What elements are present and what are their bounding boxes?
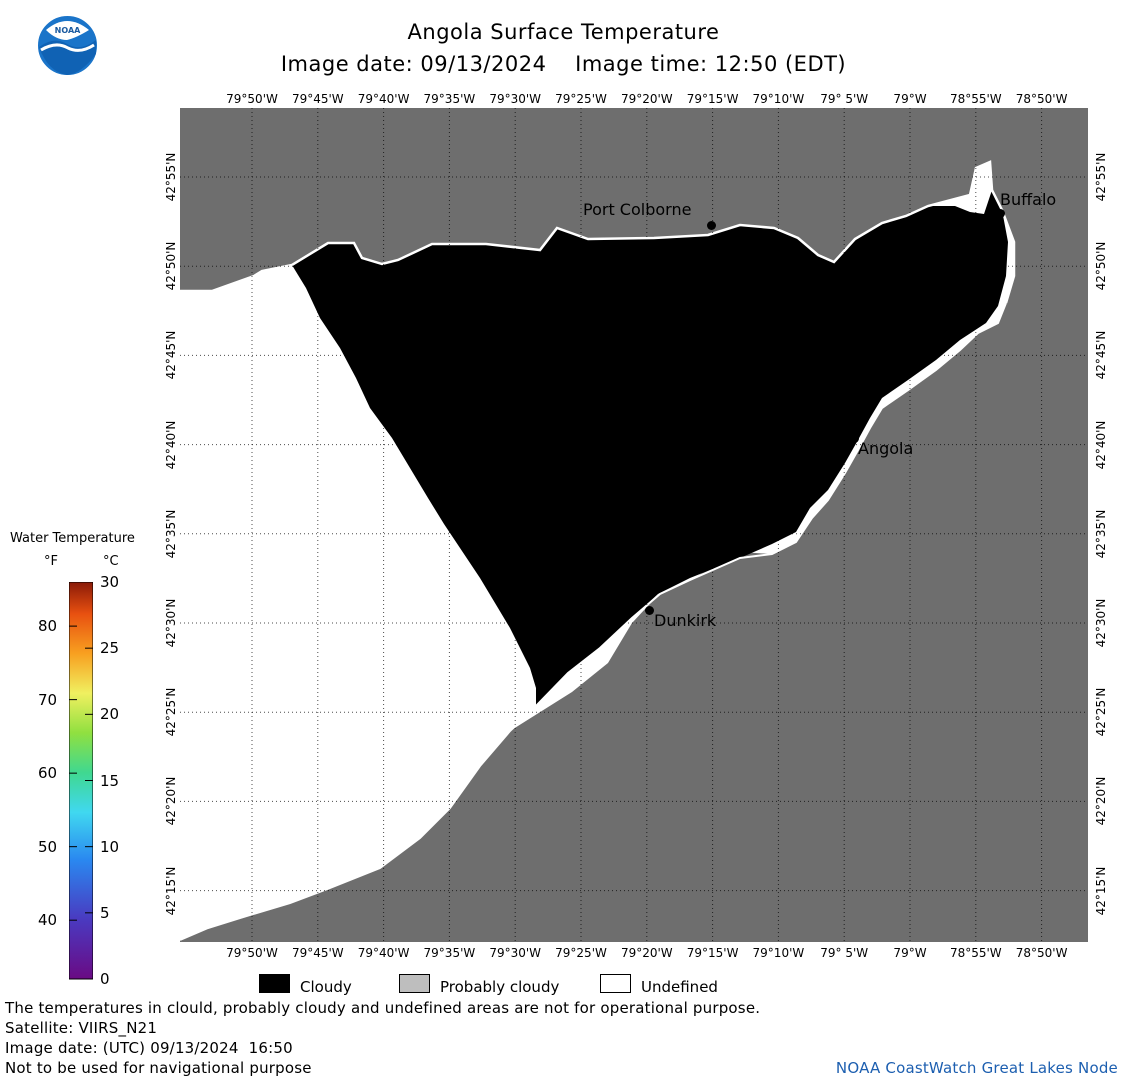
lat-label-right: 42°55'N: [1094, 152, 1108, 202]
coastline: [180, 160, 1016, 304]
legend-label-cloudy: Cloudy: [300, 978, 352, 996]
colorbar-c-label: 15: [100, 771, 120, 790]
lat-label-left: 42°25'N: [164, 687, 178, 737]
city-marker-angola: [850, 434, 859, 443]
footer-disclaimer: The temperatures in clould, probably clo…: [5, 999, 761, 1017]
lon-label-top: 79°45'W: [291, 92, 344, 106]
footer-nav-warning: Not to be used for navigational purpose: [5, 1059, 312, 1077]
lon-label-bottom: 79°45'W: [291, 946, 344, 960]
colorbar-f-label: 70: [38, 690, 58, 709]
legend-label-probably-cloudy: Probably cloudy: [440, 978, 560, 996]
city-marker-buffalo: [996, 209, 1005, 218]
lat-label-left: 42°30'N: [164, 598, 178, 648]
lat-label-right: 42°40'N: [1094, 420, 1108, 470]
image-datetime: Image date: 09/13/2024 Image time: 12:50…: [280, 52, 847, 76]
city-marker-dunkirk: [645, 606, 654, 615]
legend-swatch-undefined: [600, 974, 631, 993]
map-title: Angola Surface Temperature: [407, 20, 720, 44]
lon-label-top: 78°55'W: [949, 92, 1002, 106]
lon-label-bottom: 79° 5'W: [820, 946, 869, 960]
colorbar-c-label: 10: [100, 837, 120, 856]
lon-label-top: 78°50'W: [1015, 92, 1068, 106]
legend-label-undefined: Undefined: [641, 978, 718, 996]
colorbar-f-label: 40: [38, 911, 58, 930]
cloudy-region: [292, 190, 1008, 706]
lon-label-top: 79°40'W: [357, 92, 410, 106]
colorbar-c-label: 5: [100, 903, 110, 922]
lat-label-left: 42°55'N: [164, 152, 178, 202]
city-label-dunkirk: Dunkirk: [654, 611, 717, 630]
lat-label-right: 42°15'N: [1094, 866, 1108, 916]
legend-swatch-cloudy: [259, 974, 290, 993]
city-label-buffalo: Buffalo: [1000, 190, 1057, 209]
lon-label-bottom: 79°35'W: [423, 946, 476, 960]
lat-label-left: 42°50'N: [164, 241, 178, 291]
lon-label-top: 79°20'W: [620, 92, 673, 106]
lat-label-left: 42°20'N: [164, 776, 178, 826]
colorbar-c-unit: °C: [103, 554, 119, 569]
city-marker-port-colborne: [707, 221, 716, 230]
lon-label-bottom: 79°50'W: [226, 946, 278, 960]
lon-label-bottom: 79°30'W: [489, 946, 542, 960]
lon-label-top: 79°W: [893, 92, 927, 106]
colorbar-c-label: 0: [100, 970, 110, 988]
lat-label-right: 42°45'N: [1094, 330, 1108, 380]
graticule: [180, 108, 1088, 942]
colorbar-c-label: 25: [100, 639, 120, 658]
lat-label-right: 42°25'N: [1094, 687, 1108, 737]
lon-label-bottom: 78°55'W: [949, 946, 1002, 960]
lon-label-bottom: 79°20'W: [620, 946, 673, 960]
lon-label-bottom: 78°50'W: [1015, 946, 1068, 960]
south-shore: [180, 302, 1007, 941]
colorbar-f-unit: °F: [44, 554, 58, 569]
lat-label-right: 42°30'N: [1094, 598, 1108, 648]
lon-label-top: 79°10'W: [752, 92, 805, 106]
lat-label-left: 42°35'N: [164, 509, 178, 559]
lon-label-top: 79°35'W: [423, 92, 476, 106]
lon-label-bottom: 79°10'W: [752, 946, 805, 960]
legend-swatch-probably-cloudy: [399, 974, 430, 993]
lon-label-bottom: 79°25'W: [555, 946, 607, 960]
city-label-angola: Angola: [858, 439, 914, 458]
lon-label-bottom: 79°15'W: [686, 946, 739, 960]
temperature-map: [180, 108, 1088, 942]
footer-utc-date: Image date: (UTC) 09/13/2024 16:50: [5, 1039, 293, 1057]
noaa-logo-text: NOAA: [55, 26, 81, 35]
lon-label-top: 79°30'W: [489, 92, 542, 106]
lon-label-bottom: 79°40'W: [357, 946, 410, 960]
footer-satellite: Satellite: VIIRS_N21: [5, 1019, 158, 1037]
lat-label-left: 42°40'N: [164, 420, 178, 470]
lat-label-left: 42°45'N: [164, 330, 178, 380]
colorbar-f-label: 60: [38, 764, 58, 783]
footer-credit: NOAA CoastWatch Great Lakes Node: [835, 1059, 1118, 1077]
colorbar-c-label: 20: [100, 705, 120, 724]
lon-label-top: 79°15'W: [686, 92, 739, 106]
lat-label-left: 42°15'N: [164, 866, 178, 916]
colorbar-f-label: 50: [38, 837, 58, 856]
lon-label-top: 79°25'W: [555, 92, 607, 106]
noaa-logo: NOAA: [37, 15, 98, 76]
colorbar-title: Water Temperature: [10, 531, 135, 546]
lon-label-bottom: 79°W: [893, 946, 927, 960]
colorbar-f-label: 80: [38, 617, 58, 636]
city-label-port-colborne: Port Colborne: [583, 200, 692, 219]
lon-label-top: 79°50'W: [226, 92, 278, 106]
lat-label-right: 42°20'N: [1094, 776, 1108, 826]
lat-label-right: 42°35'N: [1094, 509, 1108, 559]
colorbar: [69, 582, 93, 980]
lat-label-right: 42°50'N: [1094, 241, 1108, 291]
lon-label-top: 79° 5'W: [820, 92, 869, 106]
colorbar-c-label: 30: [100, 573, 120, 591]
